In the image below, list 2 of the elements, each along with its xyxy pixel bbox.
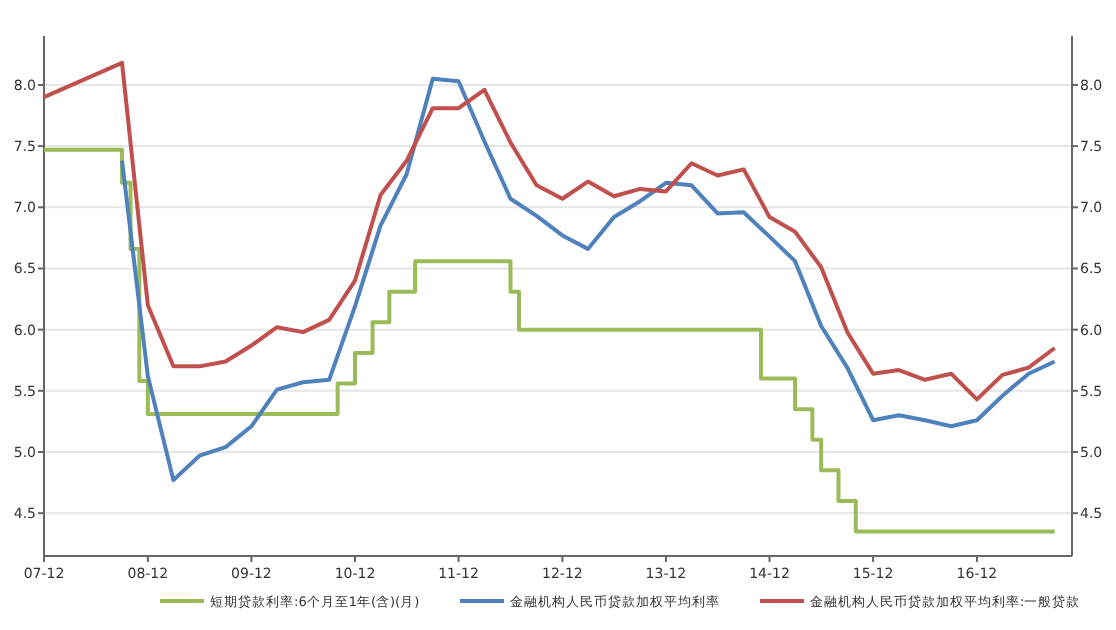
line-series [120,76,1057,483]
line-series [42,60,1057,402]
